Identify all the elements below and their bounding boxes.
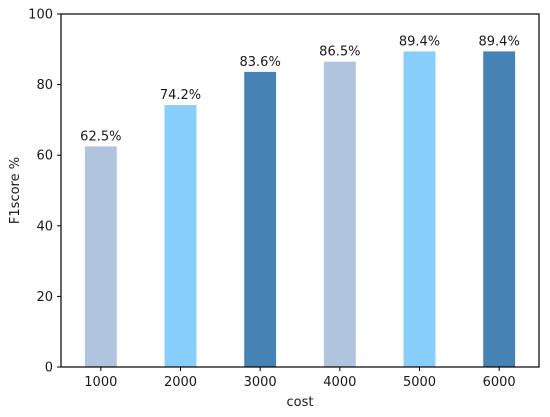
x-tick-label-4000: 4000 — [323, 375, 356, 390]
data-labels-layer: 62.5% 74.2% 83.6% 86.5% 89.4% 89.4% — [80, 34, 520, 144]
x-axis: 1000 2000 3000 4000 5000 6000 — [84, 367, 516, 390]
data-label-5000: 89.4% — [399, 34, 440, 49]
y-tick-label-40: 40 — [36, 219, 53, 234]
data-label-6000: 89.4% — [479, 34, 520, 49]
bar-2000 — [164, 105, 197, 367]
plot-frame — [60, 13, 540, 368]
bar-4000 — [323, 61, 356, 367]
x-tick-label-6000: 6000 — [483, 375, 516, 390]
data-label-3000: 83.6% — [240, 55, 281, 70]
y-tick-label-0: 0 — [45, 361, 53, 376]
data-label-2000: 74.2% — [160, 88, 201, 103]
y-axis-title: F1score % — [8, 157, 23, 224]
y-tick-label-80: 80 — [36, 78, 53, 93]
y-axis: 0 20 40 60 80 100 — [28, 8, 61, 376]
bar-1000 — [84, 146, 117, 367]
bar-5000 — [403, 51, 436, 367]
data-label-4000: 86.5% — [319, 45, 360, 60]
y-tick-label-100: 100 — [28, 8, 53, 23]
y-tick-label-20: 20 — [36, 290, 53, 305]
bars-layer — [84, 51, 516, 367]
bar-3000 — [244, 71, 277, 367]
x-axis-title: cost — [287, 395, 314, 410]
y-tick-label-60: 60 — [36, 149, 53, 164]
x-tick-label-2000: 2000 — [164, 375, 197, 390]
x-tick-label-1000: 1000 — [84, 375, 117, 390]
data-label-1000: 62.5% — [80, 129, 121, 144]
x-tick-label-3000: 3000 — [244, 375, 277, 390]
bar-6000 — [483, 51, 516, 367]
x-tick-label-5000: 5000 — [403, 375, 436, 390]
